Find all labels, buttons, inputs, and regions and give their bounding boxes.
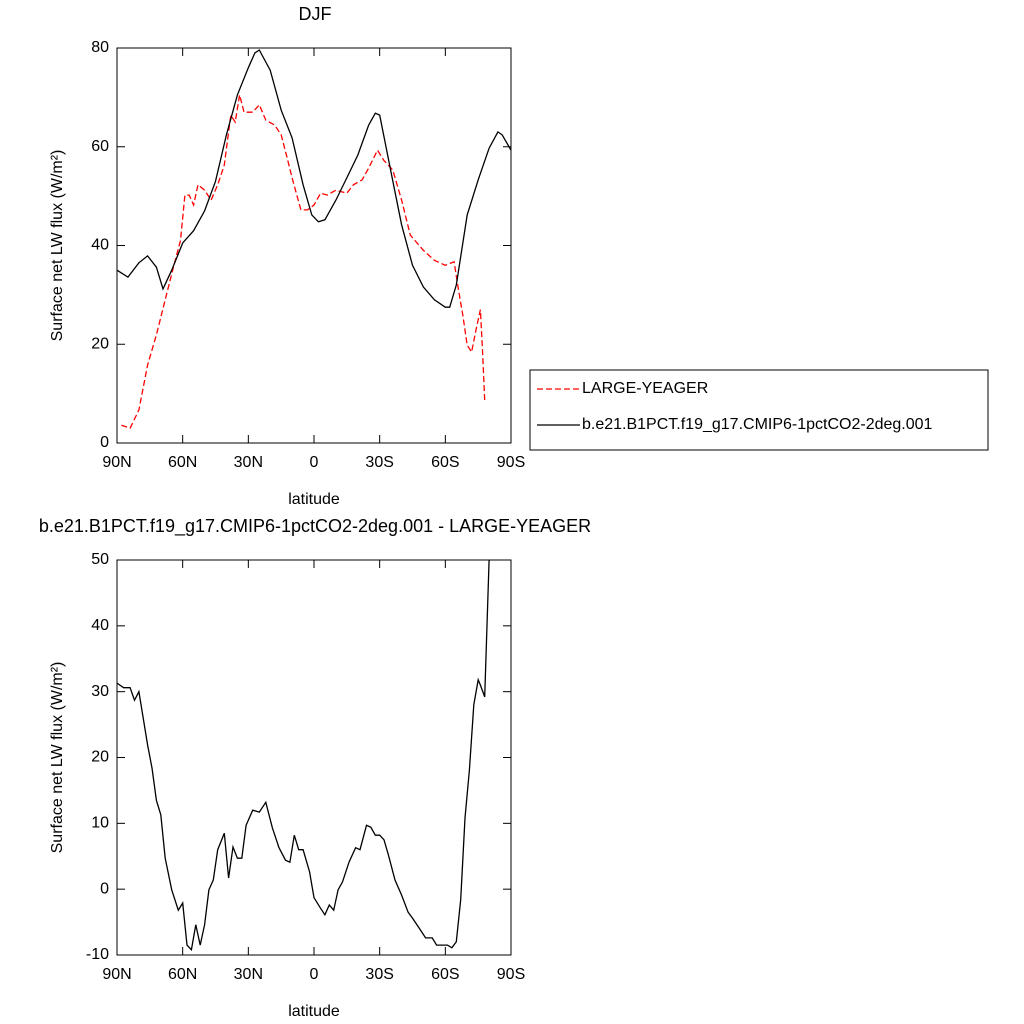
y-axis-label: Surface net LW flux (W/m²)	[49, 150, 66, 342]
chart-title: b.e21.B1PCT.f19_g17.CMIP6-1pctCO2-2deg.0…	[39, 516, 591, 537]
x-tick-label: 30N	[234, 454, 263, 471]
legend-box	[529, 369, 989, 451]
x-tick-label: 90N	[102, 454, 131, 471]
x-tick-label: 30N	[234, 966, 263, 983]
legend-label: LARGE-YEAGER	[582, 380, 708, 397]
y-tick-label: 80	[91, 39, 109, 56]
x-tick-label: 30S	[365, 966, 393, 983]
y-tick-label: 50	[91, 551, 109, 568]
y-tick-label: 0	[100, 880, 109, 897]
x-axis-label: latitude	[288, 491, 340, 508]
y-tick-label: 20	[91, 335, 109, 352]
x-tick-label: 90S	[497, 454, 525, 471]
x-tick-label: 0	[310, 966, 319, 983]
y-tick-label: 10	[91, 815, 109, 832]
plot-frame	[116, 47, 512, 444]
x-tick-label: 60N	[168, 454, 197, 471]
y-tick-label: 30	[91, 683, 109, 700]
legend-label: b.e21.B1PCT.f19_g17.CMIP6-1pctCO2-2deg.0…	[582, 416, 933, 433]
y-axis-label: Surface net LW flux (W/m²)	[49, 662, 66, 854]
y-tick-label: 40	[91, 617, 109, 634]
data-line	[116, 49, 512, 308]
x-tick-label: 90S	[497, 966, 525, 983]
x-tick-label: 30S	[365, 454, 393, 471]
x-tick-label: 0	[310, 454, 319, 471]
data-line	[121, 94, 486, 430]
chart-title: DJF	[299, 4, 332, 24]
y-tick-label: 40	[91, 237, 109, 254]
y-tick-label: 60	[91, 138, 109, 155]
x-tick-label: 60N	[168, 966, 197, 983]
y-tick-label: 0	[100, 434, 109, 451]
x-tick-label: 60S	[431, 966, 459, 983]
x-tick-label: 60S	[431, 454, 459, 471]
y-tick-label: 20	[91, 749, 109, 766]
x-tick-label: 90N	[102, 966, 131, 983]
y-tick-label: -10	[86, 946, 109, 963]
data-line	[116, 559, 490, 952]
x-axis-label: latitude	[288, 1003, 340, 1020]
